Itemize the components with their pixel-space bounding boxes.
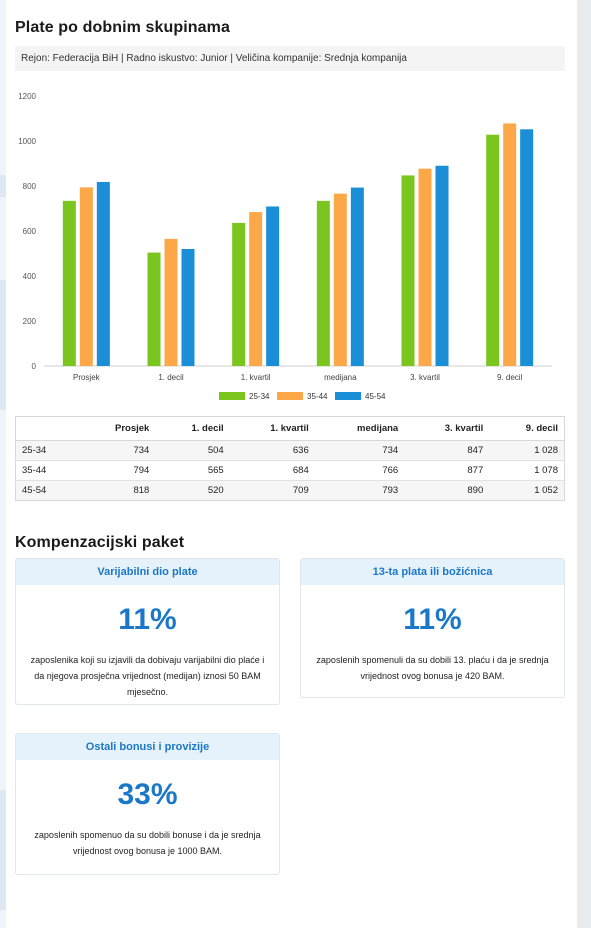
variable-pay-card: Varijabilni dio plate 11% zaposlenika ko… — [15, 558, 280, 705]
filter-summary: Rejon: Federacija BiH | Radno iskustvo: … — [15, 46, 565, 71]
bar-45-54-0 — [96, 181, 110, 366]
table-cell: 890 — [404, 480, 490, 501]
table-header-cell — [15, 416, 78, 441]
bar-25-34-4 — [401, 175, 415, 366]
legend-swatch — [277, 392, 303, 400]
card-title: Ostali bonusi i provizije — [16, 734, 279, 760]
legend-swatch — [335, 392, 361, 400]
bar-35-44-5 — [503, 123, 517, 366]
table-cell: 504 — [155, 440, 230, 461]
y-tick-label: 800 — [23, 182, 37, 191]
bar-25-34-1 — [147, 252, 161, 366]
x-tick-label: 1. decil — [158, 373, 184, 382]
y-tick-label: 400 — [23, 272, 37, 281]
bar-45-54-5 — [520, 129, 534, 366]
x-tick-label: 3. kvartil — [410, 373, 440, 382]
table-cell: 794 — [77, 460, 156, 481]
other-bonuses-card: Ostali bonusi i provizije 33% zaposlenih… — [15, 733, 280, 875]
legend-swatch — [219, 392, 245, 400]
bar-45-54-3 — [350, 187, 364, 366]
table-cell: 793 — [314, 480, 405, 501]
table-cell: 1 052 — [489, 480, 565, 501]
table-cell: 25-34 — [15, 440, 78, 461]
table-cell: 1 028 — [489, 440, 565, 461]
y-tick-label: 200 — [23, 317, 37, 326]
card-description: zaposlenih spomenuo da su dobili bonuse … — [34, 830, 261, 856]
bar-25-34-5 — [486, 134, 500, 366]
table-cell: 35-44 — [15, 460, 78, 481]
bar-35-44-2 — [249, 212, 263, 366]
table-cell: 520 — [155, 480, 230, 501]
table-header-row: Prosjek 1. decil 1. kvartil medijana 3. … — [15, 416, 565, 441]
y-tick-label: 600 — [23, 227, 37, 236]
bar-45-54-4 — [435, 165, 449, 366]
x-tick-label: 9. decil — [497, 373, 523, 382]
table-cell: 1 078 — [489, 460, 565, 481]
table-header-cell: medijana — [314, 416, 405, 441]
table-cell: 877 — [404, 460, 490, 481]
legend-label: 25-34 — [249, 392, 270, 401]
bar-25-34-3 — [316, 200, 330, 366]
table-cell: 847 — [404, 440, 490, 461]
x-tick-label: Prosjek — [73, 373, 101, 382]
salary-bar-chart: 0 200 400 600 800 1000 1200 Prosjek 1. decil 1. k… — [18, 92, 552, 401]
y-tick-label: 1000 — [18, 137, 36, 146]
table-cell: 709 — [229, 480, 315, 501]
x-tick-label: 1. kvartil — [241, 373, 271, 382]
table-cell: 818 — [77, 480, 156, 501]
bar-35-44-3 — [333, 193, 347, 366]
table-header-cell: 9. decil — [489, 416, 565, 441]
x-tick-label: medijana — [324, 373, 357, 382]
table-header-cell: Prosjek — [77, 416, 156, 441]
card-title: Varijabilni dio plate — [16, 559, 279, 585]
table-row: 35-44 794 565 684 766 877 1 078 — [15, 460, 565, 481]
table-header-cell: 1. kvartil — [229, 416, 315, 441]
bar-35-44-1 — [164, 238, 178, 366]
y-tick-label: 0 — [32, 362, 37, 371]
card-description: zaposlenika koji su izjavili da dobivaju… — [30, 655, 265, 697]
table-row: 25-34 734 504 636 734 847 1 028 — [15, 440, 565, 461]
card-title: 13-ta plata ili božićnica — [301, 559, 564, 585]
table-cell: 636 — [229, 440, 315, 461]
card-percent: 11% — [403, 603, 462, 636]
page-scroll-area — [577, 0, 591, 928]
table-cell: 45-54 — [15, 480, 78, 501]
y-tick-label: 1200 — [18, 92, 36, 101]
page-left-edge — [0, 0, 6, 928]
table-cell: 734 — [77, 440, 156, 461]
bar-35-44-0 — [79, 187, 93, 366]
legend-label: 35-44 — [307, 392, 328, 401]
salary-table: Prosjek 1. decil 1. kvartil medijana 3. … — [15, 416, 565, 501]
table-cell: 766 — [314, 460, 405, 481]
table-cell: 684 — [229, 460, 315, 481]
card-description: zaposlenih spomenuli da su dobili 13. pl… — [316, 655, 549, 681]
bar-25-34-2 — [232, 222, 246, 366]
bar-35-44-4 — [418, 168, 432, 366]
bar-25-34-0 — [62, 200, 76, 366]
legend-label: 45-54 — [365, 392, 386, 401]
table-cell: 565 — [155, 460, 230, 481]
bar-45-54-1 — [181, 249, 195, 366]
compensation-package-title: Kompenzacijski paket — [15, 534, 185, 551]
thirteenth-salary-card: 13-ta plata ili božićnica 11% zaposlenih… — [300, 558, 565, 698]
table-cell: 734 — [314, 440, 405, 461]
table-row: 45-54 818 520 709 793 890 1 052 — [15, 480, 565, 501]
bar-45-54-2 — [266, 206, 280, 366]
table-header-cell: 1. decil — [155, 416, 230, 441]
card-percent: 33% — [117, 778, 178, 811]
card-percent: 11% — [118, 603, 177, 636]
salary-by-age-title: Plate po dobnim skupinama — [15, 19, 230, 36]
table-header-cell: 3. kvartil — [404, 416, 490, 441]
